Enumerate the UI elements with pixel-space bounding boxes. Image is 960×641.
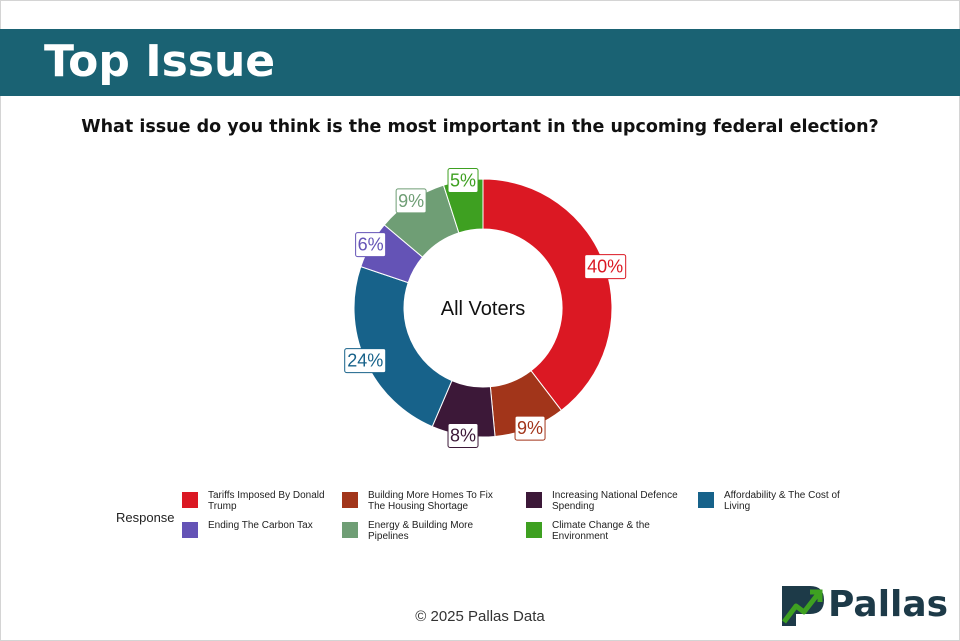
page-title: Top Issue <box>44 36 276 87</box>
svg-text:9%: 9% <box>517 418 543 438</box>
legend-label: Increasing National Defence Spending <box>552 490 678 512</box>
svg-text:8%: 8% <box>450 425 476 445</box>
center-label: All Voters <box>441 298 525 320</box>
legend-label: Climate Change & the Environment <box>552 520 650 542</box>
legend-label: Energy & Building More Pipelines <box>368 520 474 542</box>
legend-swatch <box>526 492 542 508</box>
legend-label: Affordability & The Cost of Living <box>724 490 840 512</box>
legend-label: Ending The Carbon Tax <box>208 520 313 531</box>
header-banner: Top Issue <box>0 29 960 96</box>
chart-question: What issue do you think is the most impo… <box>81 117 879 137</box>
data-label-ending-the-carbon-tax: 6% <box>355 232 387 258</box>
copyright-footer: © 2025 Pallas Data <box>415 608 545 625</box>
pallas-logo-icon <box>782 586 824 626</box>
slice-tariffs-imposed-by-donald-trump <box>482 178 613 412</box>
svg-text:6%: 6% <box>358 235 384 255</box>
legend-swatch <box>182 522 198 538</box>
data-label-increasing-national-defence-spending: 8% <box>447 422 479 448</box>
legend-label: Tariffs Imposed By Donald Trump <box>208 490 325 512</box>
legend-title: Response <box>116 510 175 525</box>
legend-swatch <box>698 492 714 508</box>
data-label-building-more-homes-to-fix-the-housing-shortage: 9% <box>514 415 546 441</box>
legend-swatch <box>182 492 198 508</box>
legend-swatch <box>342 492 358 508</box>
data-label-affordability-the-cost-of-living: 24% <box>344 348 387 374</box>
slice-affordability-the-cost-of-living <box>353 265 453 428</box>
svg-text:24%: 24% <box>347 351 383 371</box>
legend-label: Building More Homes To Fix The Housing S… <box>368 490 493 512</box>
svg-text:40%: 40% <box>587 257 623 277</box>
pallas-logo: Pallas <box>780 582 950 628</box>
svg-text:9%: 9% <box>398 191 424 211</box>
chart-legend: Response Tariffs Imposed By Donald Trump… <box>116 490 876 542</box>
data-label-climate-change-the-environment: 5% <box>447 168 479 194</box>
legend-swatch <box>342 522 358 538</box>
pallas-logo-text: Pallas <box>828 584 949 625</box>
data-label-tariffs-imposed-by-donald-trump: 40% <box>584 254 627 280</box>
legend-swatch <box>526 522 542 538</box>
svg-text:5%: 5% <box>450 171 476 191</box>
donut-chart: 40% 9% 8% 24% 6% 9% 5% All Voters <box>344 168 627 448</box>
data-label-energy-building-more-pipelines: 9% <box>395 188 427 214</box>
